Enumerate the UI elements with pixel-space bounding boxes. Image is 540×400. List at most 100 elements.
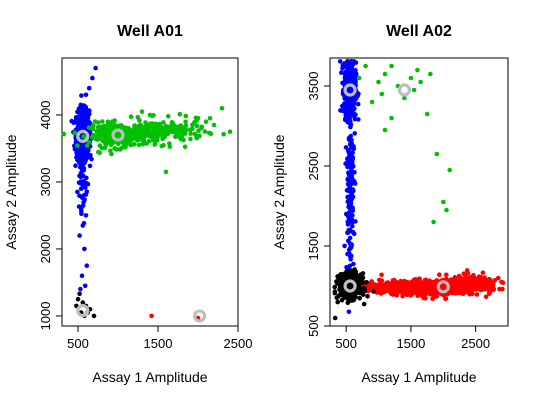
y-tick-label: 3500: [306, 72, 321, 101]
cluster-centroid-marker: [111, 128, 125, 142]
data-point: [73, 163, 78, 168]
data-point: [158, 129, 164, 134]
data-point: [343, 211, 349, 217]
data-point: [450, 285, 456, 290]
data-point: [97, 127, 103, 133]
data-point: [349, 188, 354, 194]
data-point: [108, 148, 113, 154]
data-point: [345, 181, 351, 187]
data-point: [82, 246, 87, 252]
cluster-centroid-marker: [436, 280, 450, 294]
data-point: [356, 117, 361, 122]
y-tick-label: 1500: [306, 232, 321, 261]
data-point: [431, 289, 437, 294]
data-point: [77, 114, 83, 119]
data-point: [79, 273, 85, 279]
cluster-centroid-marker: [343, 279, 357, 293]
data-point: [348, 124, 353, 130]
data-point: [464, 268, 470, 273]
data-point: [363, 63, 368, 69]
y-tick-label: 3000: [38, 167, 53, 196]
data-point: [104, 133, 110, 138]
data-point: [85, 181, 91, 187]
data-point: [116, 141, 121, 147]
data-point: [346, 162, 351, 167]
data-point: [341, 271, 347, 277]
data-point: [143, 120, 148, 125]
y-axis-ticks: 500 1500 2500 3500: [306, 72, 330, 337]
data-point: [422, 277, 428, 283]
data-point: [424, 291, 429, 297]
data-point: [176, 127, 181, 133]
data-point: [72, 147, 78, 152]
data-point: [346, 215, 352, 220]
data-point: [349, 253, 354, 259]
data-point: [362, 288, 368, 293]
data-point: [425, 286, 430, 291]
data-point: [86, 85, 92, 91]
data-point: [219, 106, 225, 111]
data-point: [78, 109, 83, 115]
data-point: [342, 61, 347, 66]
chart-title: Well A02: [386, 23, 452, 40]
data-point: [195, 116, 201, 121]
data-point: [93, 65, 98, 71]
data-point: [94, 133, 100, 139]
data-point: [352, 181, 358, 186]
data-point: [369, 99, 375, 105]
cluster-centroid-marker: [397, 83, 412, 97]
data-point: [118, 146, 124, 151]
data-point: [408, 285, 414, 291]
data-point: [112, 118, 117, 123]
data-point: [473, 278, 479, 284]
data-point: [342, 243, 347, 249]
data-point: [379, 91, 385, 97]
cluster-centroid-marker: [76, 303, 90, 318]
data-point: [106, 129, 111, 134]
data-point: [349, 243, 354, 249]
y-axis-label: Assay 2 Amplitude: [271, 134, 287, 249]
data-point: [408, 75, 414, 81]
data-point: [343, 145, 349, 150]
data-point: [389, 63, 394, 69]
data-point: [474, 292, 480, 297]
data-point: [345, 119, 350, 125]
data-point: [348, 133, 354, 139]
centroid-layer: [343, 83, 450, 294]
data-point: [136, 142, 142, 148]
data-point: [197, 133, 202, 139]
data-point: [427, 278, 432, 284]
y-tick-label: 500: [306, 315, 321, 337]
y-axis-ticks: 1000 2000 3000 4000: [38, 100, 62, 330]
data-point: [81, 178, 87, 184]
data-point: [349, 298, 355, 304]
data-point: [79, 155, 84, 161]
data-point: [447, 167, 453, 173]
data-point: [81, 199, 86, 205]
data-point: [332, 315, 338, 321]
plot-well-a02: Well A02 500 1500 2500 500 1500 2500 3500 Ass…: [271, 23, 509, 385]
plot-well-a01: Well A01 500 1500 2500 1000 2000 3000 4000 As…: [3, 23, 252, 385]
data-point: [496, 275, 501, 281]
data-point: [97, 150, 102, 155]
data-point: [347, 291, 352, 297]
data-point: [183, 119, 188, 125]
data-point: [346, 284, 351, 289]
data-point: [188, 131, 193, 136]
x-tick-label: 2500: [224, 336, 253, 351]
data-point: [166, 113, 171, 119]
data-point: [347, 194, 352, 199]
data-point: [106, 140, 111, 145]
data-point: [80, 300, 86, 305]
data-point: [347, 274, 353, 280]
data-point: [346, 60, 352, 66]
x-axis-label: Assay 1 Amplitude: [361, 369, 476, 385]
chart-title: Well A01: [117, 23, 183, 40]
data-point: [336, 275, 341, 281]
data-point: [86, 140, 92, 145]
data-point: [90, 75, 95, 81]
data-point: [456, 281, 461, 287]
data-point: [499, 279, 504, 285]
data-point: [137, 118, 142, 123]
data-point: [79, 148, 84, 154]
